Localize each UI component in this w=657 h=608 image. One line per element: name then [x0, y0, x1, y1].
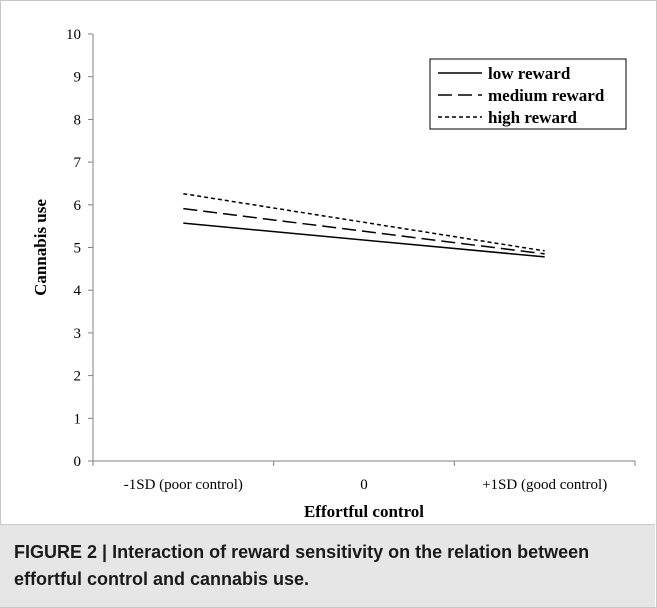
y-tick-label: 2 [74, 369, 82, 385]
tick-labels: 0 1 2 3 4 5 6 7 8 9 10 -1SD (poor control) 0 +1SD (go… [66, 27, 607, 493]
x-tick-label: 0 [360, 477, 368, 493]
y-tick-label: 0 [74, 454, 82, 470]
y-tick-label: 9 [74, 70, 82, 86]
y-tick-label: 1 [74, 411, 82, 427]
y-axis-title: Cannabis use [31, 199, 50, 296]
y-tick-label: 3 [74, 326, 82, 342]
series-line-high-reward [183, 192, 545, 252]
legend-label: low reward [488, 64, 571, 83]
x-tick-label: +1SD (good control) [482, 477, 607, 493]
y-tick-label: 6 [74, 198, 82, 214]
series-lines [183, 192, 545, 258]
legend-label: medium reward [488, 86, 605, 105]
series-line-low-reward [183, 222, 545, 258]
caption-label: FIGURE 2 | [14, 542, 108, 562]
legend: low reward medium reward high reward [429, 58, 627, 130]
caption-body: Interaction of reward sensitivity on the… [14, 542, 590, 589]
line-chart: 0 1 2 3 4 5 6 7 8 9 10 -1SD (poor control) 0 +1SD (go… [31, 27, 636, 521]
y-tick-label: 4 [74, 283, 82, 299]
y-tick-label: 10 [66, 27, 81, 43]
legend-label: high reward [488, 108, 577, 127]
y-tick-label: 7 [74, 155, 82, 171]
x-tick-label: -1SD (poor control) [124, 477, 243, 493]
y-tick-label: 5 [74, 241, 82, 257]
caption-text: FIGURE 2 | Interaction of reward sensiti… [14, 539, 634, 593]
y-tick-label: 8 [74, 112, 82, 128]
x-axis-title: Effortful control [304, 502, 424, 521]
series-line-medium-reward [183, 207, 545, 255]
figure-caption: FIGURE 2 | Interaction of reward sensiti… [0, 524, 655, 607]
axes [88, 33, 636, 466]
